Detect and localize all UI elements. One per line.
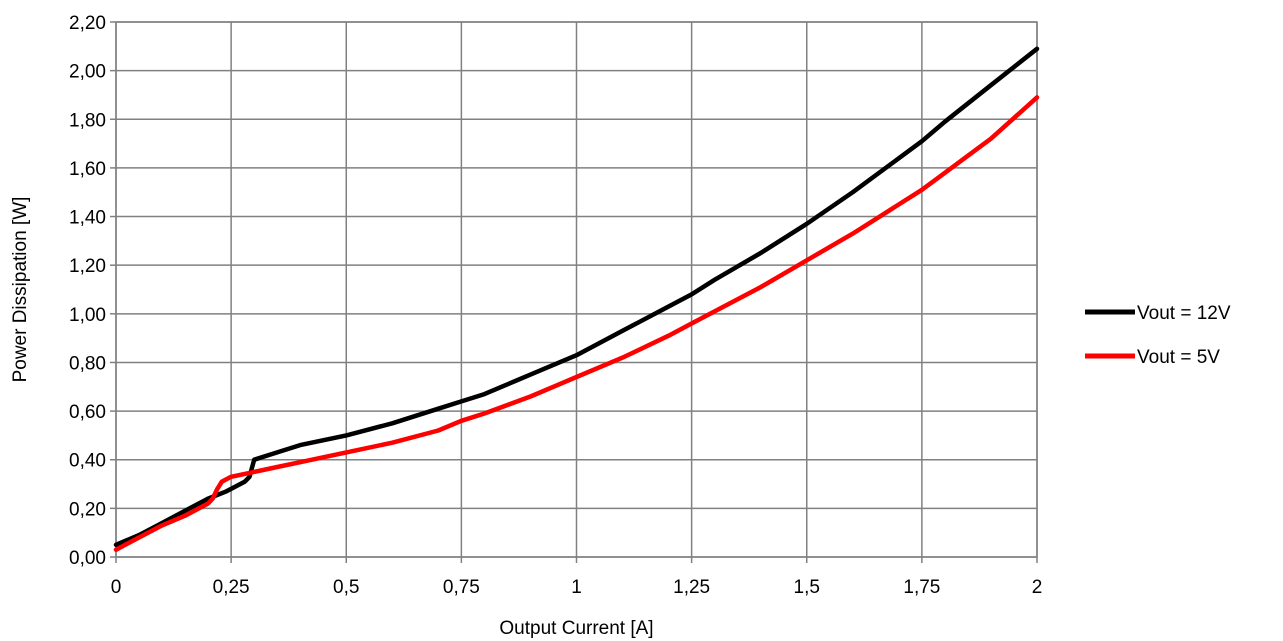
y-tick-label: 0,60	[69, 402, 106, 423]
series-lines	[113, 46, 1040, 552]
legend-label-2: Vout = 5V	[1137, 347, 1220, 368]
x-tick-label: 1,5	[794, 577, 820, 598]
y-axis-title: Power Dissipation [W]	[10, 197, 31, 383]
x-axis-title: Output Current [A]	[499, 618, 653, 639]
y-tick-label: 1,60	[69, 159, 106, 180]
x-tick-label: 1,75	[903, 577, 940, 598]
y-tick-label: 0,20	[69, 499, 106, 520]
y-tick-label: 1,00	[69, 305, 106, 326]
x-tick-label: 2	[1032, 577, 1043, 598]
x-axis-ticks: 0 0,25 0,5 0,75 1 1,25 1,5 1,75 2	[111, 557, 1043, 598]
legend-label-1: Vout = 12V	[1137, 303, 1231, 324]
series-line-2	[113, 95, 1040, 552]
x-tick-label: 0,75	[443, 577, 480, 598]
y-tick-label: 0,00	[69, 548, 106, 569]
x-tick-label: 1	[571, 577, 582, 598]
grid-lines	[115, 21, 1038, 558]
y-tick-label: 2,00	[69, 62, 106, 83]
x-tick-label: 1,25	[673, 577, 710, 598]
legend: Vout = 12V Vout = 5V	[1085, 303, 1231, 368]
y-axis-ticks: 0,00 0,20 0,40 0,60 0,80 1,00 1,20 1,40 1,60 1,80…	[69, 13, 116, 569]
y-tick-label: 1,40	[69, 208, 106, 229]
x-tick-label: 0	[111, 577, 122, 598]
y-tick-label: 1,80	[69, 110, 106, 131]
series-line-1	[113, 46, 1040, 548]
y-tick-label: 1,20	[69, 256, 106, 277]
y-tick-label: 0,80	[69, 353, 106, 374]
y-tick-label: 0,40	[69, 451, 106, 472]
y-tick-label: 2,20	[69, 13, 106, 34]
x-tick-label: 0,5	[333, 577, 359, 598]
x-tick-label: 0,25	[213, 577, 250, 598]
